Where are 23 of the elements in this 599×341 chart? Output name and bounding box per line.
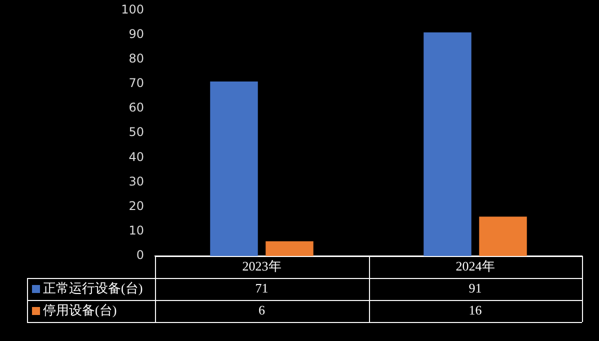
x-tick-label: 2024年 bbox=[456, 258, 495, 274]
data-label: 71 bbox=[255, 280, 268, 296]
y-tick-label: 60 bbox=[128, 100, 144, 115]
legend-label: 正常运行设备(台) bbox=[43, 280, 143, 296]
y-tick-label: 50 bbox=[128, 125, 144, 140]
y-tick-label: 0 bbox=[136, 248, 144, 262]
bar bbox=[210, 81, 258, 256]
y-tick-label: 80 bbox=[128, 51, 144, 66]
y-tick-label: 20 bbox=[128, 198, 144, 213]
bar bbox=[424, 32, 472, 256]
legend-label: 停用设备(台) bbox=[43, 302, 117, 318]
bar bbox=[266, 241, 314, 256]
bar bbox=[479, 216, 527, 256]
y-tick-label: 10 bbox=[128, 224, 144, 238]
data-label: 91 bbox=[468, 280, 482, 296]
y-tick-label: 30 bbox=[128, 174, 144, 188]
y-tick-label: 70 bbox=[128, 76, 144, 90]
y-tick-label: 100 bbox=[121, 2, 144, 16]
data-label: 6 bbox=[258, 302, 266, 318]
y-tick-label: 40 bbox=[128, 150, 144, 164]
data-label: 16 bbox=[468, 302, 482, 318]
y-tick-label: 90 bbox=[128, 26, 144, 41]
x-tick-label: 2023年 bbox=[242, 258, 282, 274]
